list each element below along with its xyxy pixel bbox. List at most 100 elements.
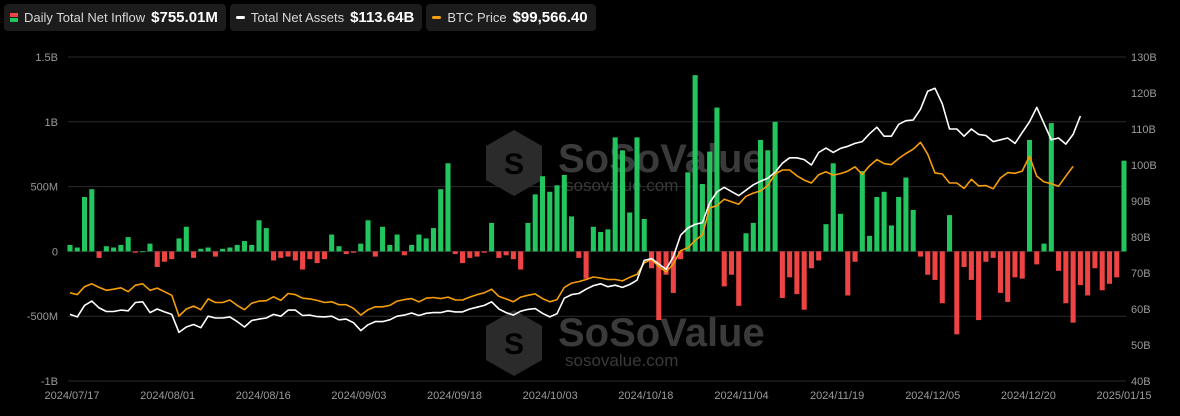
legend-btc-price[interactable]: BTC Price $99,566.40 [426,4,596,31]
net-inflow-bar[interactable] [1019,251,1025,279]
net-inflow-bar[interactable] [583,251,589,279]
net-inflow-bar[interactable] [452,251,458,254]
net-inflow-bar[interactable] [474,251,480,257]
net-inflow-bar[interactable] [939,251,945,304]
net-inflow-bar[interactable] [692,75,698,252]
net-inflow-bar[interactable] [372,251,378,257]
net-inflow-bar[interactable] [736,251,742,306]
net-inflow-bar[interactable] [867,235,873,252]
total-net-assets-line[interactable] [69,87,1082,334]
net-inflow-bar[interactable] [954,251,960,335]
net-inflow-bar[interactable] [205,247,211,252]
net-inflow-bar[interactable] [314,251,320,264]
net-inflow-bar[interactable] [285,251,291,257]
net-inflow-bar[interactable] [321,251,327,260]
net-inflow-bar[interactable] [794,251,800,295]
net-inflow-bar[interactable] [1070,251,1076,323]
net-inflow-bar[interactable] [496,251,502,258]
net-inflow-bar[interactable] [830,163,836,252]
net-inflow-bar[interactable] [605,229,611,252]
net-inflow-bar[interactable] [459,251,466,264]
net-inflow-bar[interactable] [125,237,131,252]
net-inflow-bar[interactable] [772,121,778,252]
net-inflow-bar[interactable] [1026,139,1033,252]
net-inflow-bar[interactable] [1063,251,1069,304]
net-inflow-bar[interactable] [837,213,844,252]
net-inflow-bar[interactable] [220,248,226,252]
net-inflow-bar[interactable] [787,251,793,278]
net-inflow-bar[interactable] [1005,251,1011,302]
net-inflow-bar[interactable] [699,184,705,252]
net-inflow-bar[interactable] [227,247,233,252]
btc-price-line[interactable] [69,141,1074,317]
net-inflow-bar[interactable] [932,251,938,280]
net-inflow-bar[interactable] [823,224,829,252]
net-inflow-bar[interactable] [263,228,269,252]
net-inflow-bar[interactable] [350,251,357,253]
net-inflow-bar[interactable] [598,231,604,252]
net-inflow-bar[interactable] [576,251,582,258]
net-inflow-bar[interactable] [416,234,422,252]
net-inflow-bar[interactable] [329,234,335,252]
net-inflow-bar[interactable] [103,246,109,252]
net-inflow-bar[interactable] [358,243,364,252]
net-inflow-bar[interactable] [154,251,160,267]
net-inflow-bar[interactable] [96,251,102,258]
net-inflow-bar[interactable] [423,238,429,252]
net-inflow-bar[interactable] [343,251,349,254]
net-inflow-bar[interactable] [743,233,749,252]
net-inflow-bar[interactable] [917,251,924,257]
net-inflow-bar[interactable] [881,191,887,252]
net-inflow-bar[interactable] [89,189,95,252]
net-inflow-bar[interactable] [990,251,996,258]
net-inflow-bar[interactable] [874,196,880,252]
net-inflow-bar[interactable] [256,220,262,252]
legend-net-inflow[interactable]: Daily Total Net Inflow $755.01M [4,4,226,31]
net-inflow-bar[interactable] [561,174,567,252]
net-inflow-bar[interactable] [212,251,218,257]
net-inflow-bar[interactable] [183,226,189,252]
net-inflow-bar[interactable] [270,251,277,261]
net-inflow-bar[interactable] [925,251,931,275]
net-inflow-bar[interactable] [191,251,197,258]
net-inflow-bar[interactable] [801,251,807,310]
net-inflow-bar[interactable] [539,176,546,252]
net-inflow-bar[interactable] [1106,251,1112,284]
net-inflow-bar[interactable] [132,251,138,253]
net-inflow-bar[interactable] [1012,251,1018,278]
net-inflow-bar[interactable] [336,246,342,252]
net-inflow-bar[interactable] [176,238,182,252]
net-inflow-bar[interactable] [888,225,894,252]
net-inflow-bar[interactable] [896,196,902,252]
net-inflow-bar[interactable] [401,251,407,256]
net-inflow-bar[interactable] [518,251,524,270]
net-inflow-bar[interactable] [1034,251,1040,265]
net-inflow-bar[interactable] [947,215,953,252]
net-inflow-bar[interactable] [74,247,80,252]
net-inflow-bar[interactable] [1077,251,1083,286]
net-inflow-bar[interactable] [169,251,175,260]
net-inflow-bar[interactable] [910,209,916,252]
net-inflow-bar[interactable] [307,251,313,260]
net-inflow-bar[interactable] [808,251,814,269]
net-inflow-bar[interactable] [1085,251,1091,296]
net-inflow-bar[interactable] [750,222,756,252]
net-inflow-bar[interactable] [961,251,967,267]
net-inflow-bar[interactable] [380,226,386,252]
net-inflow-bar[interactable] [489,222,495,252]
net-inflow-bar[interactable] [634,137,640,252]
net-inflow-bar[interactable] [721,251,727,287]
net-inflow-bar[interactable] [111,247,117,252]
net-inflow-bar[interactable] [758,139,764,252]
net-inflow-bar[interactable] [532,194,538,252]
net-inflow-bar[interactable] [241,241,247,252]
net-inflow-bar[interactable] [1056,251,1062,271]
net-inflow-bar[interactable] [859,171,865,252]
net-inflow-bar[interactable] [1099,251,1105,291]
net-inflow-bar[interactable] [569,216,575,252]
net-inflow-bar[interactable] [779,251,785,299]
net-inflow-bar[interactable] [430,228,436,252]
net-inflow-bar[interactable] [409,244,415,252]
net-inflow-bar[interactable] [547,191,553,252]
net-inflow-bar[interactable] [503,251,509,256]
